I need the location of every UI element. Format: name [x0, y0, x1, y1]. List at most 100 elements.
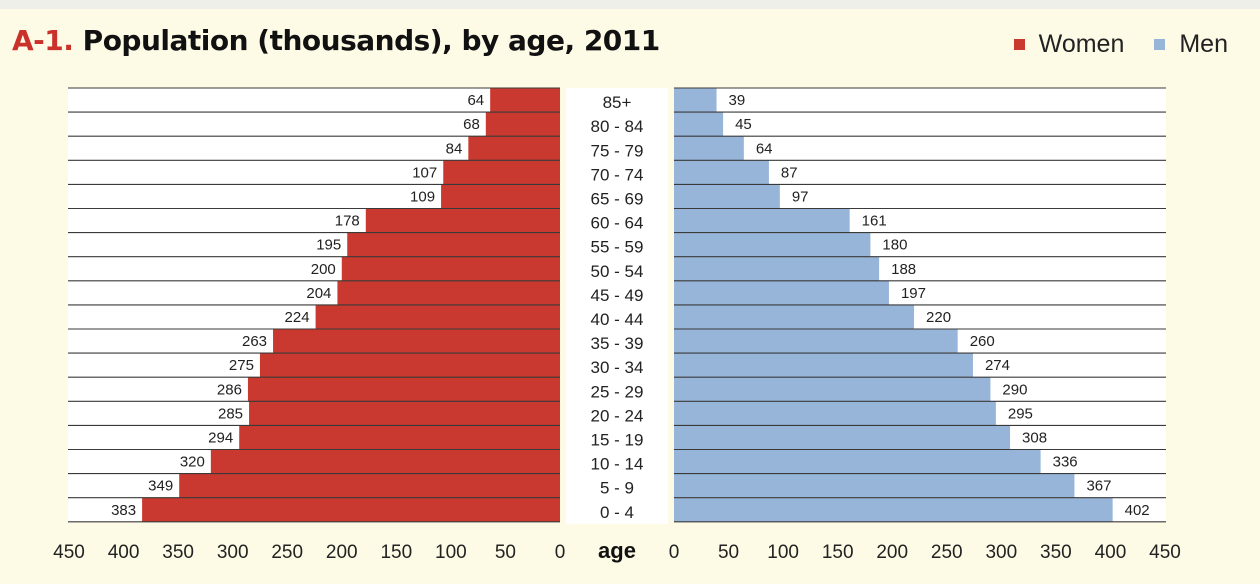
bar-women	[273, 329, 560, 354]
bar-men	[674, 425, 1011, 450]
legend-label-men: Men	[1179, 30, 1228, 58]
value-label-men: 336	[1053, 454, 1078, 471]
row-band-left	[68, 88, 560, 113]
bar-men	[674, 401, 996, 426]
value-label-women: 68	[463, 116, 480, 133]
x-tick-label-left: 50	[495, 542, 516, 563]
value-label-women: 275	[229, 357, 254, 374]
chart-title: A-1. Population (thousands), by age, 201…	[12, 24, 660, 57]
value-label-men: 290	[1002, 381, 1027, 398]
value-label-men: 87	[781, 164, 798, 181]
age-group-label: 25 - 29	[591, 382, 644, 401]
value-label-men: 64	[756, 140, 773, 157]
age-group-label: 20 - 24	[591, 406, 644, 425]
x-tick-label-right: 200	[876, 542, 908, 563]
value-label-men: 180	[882, 237, 907, 254]
value-label-men: 260	[970, 333, 995, 350]
value-label-women: 64	[467, 92, 484, 109]
x-tick-label-right: 250	[931, 542, 963, 563]
bar-men	[674, 280, 889, 305]
bar-women	[210, 449, 560, 474]
age-label-column	[566, 88, 668, 524]
legend-label-women: Women	[1038, 30, 1125, 58]
value-label-men: 161	[862, 213, 887, 230]
value-label-women: 109	[410, 189, 435, 206]
age-group-label: 75 - 79	[591, 141, 644, 160]
bar-women	[347, 232, 560, 257]
bar-women	[441, 184, 560, 209]
x-tick-label-left: 300	[217, 542, 249, 563]
bar-men	[674, 473, 1075, 498]
legend-item-men: Men	[1154, 30, 1228, 59]
value-label-men: 39	[729, 92, 746, 109]
value-label-women: 178	[335, 213, 360, 230]
bar-men	[674, 353, 973, 378]
value-label-men: 188	[891, 261, 916, 278]
bar-women	[443, 160, 560, 185]
bar-men	[674, 160, 769, 185]
bar-women	[179, 473, 561, 498]
age-group-label: 5 - 9	[600, 479, 634, 498]
value-label-women: 204	[306, 285, 331, 302]
chart-title-text: Population (thousands), by age, 2011	[82, 24, 661, 57]
age-group-label: 15 - 19	[591, 431, 644, 450]
age-group-label: 65 - 69	[591, 190, 644, 209]
age-group-label: 35 - 39	[591, 334, 644, 353]
value-label-women: 263	[242, 333, 267, 350]
bar-men	[674, 329, 958, 354]
bar-women	[337, 280, 560, 305]
bar-women	[142, 497, 561, 522]
value-label-men: 308	[1022, 430, 1047, 447]
bar-men	[674, 208, 850, 233]
value-label-women: 224	[285, 309, 310, 326]
legend: Women Men	[1013, 30, 1228, 59]
bar-women	[341, 256, 560, 281]
x-tick-label-left: 350	[162, 542, 194, 563]
bar-men	[674, 136, 744, 161]
bar-men	[674, 304, 915, 329]
x-tick-label-right: 50	[718, 542, 739, 563]
x-tick-label-left: 450	[53, 542, 85, 563]
bar-women	[249, 401, 561, 426]
value-label-men: 367	[1086, 478, 1111, 495]
legend-swatch-women	[1013, 39, 1025, 50]
age-group-label: 45 - 49	[591, 286, 644, 305]
bar-men	[674, 184, 780, 209]
bar-women	[485, 112, 560, 137]
row-band-left	[68, 112, 560, 137]
value-label-women: 285	[218, 405, 243, 422]
value-label-women: 320	[180, 454, 205, 471]
bar-men	[674, 112, 724, 137]
bar-men	[674, 88, 717, 113]
bar-women	[365, 208, 560, 233]
age-group-label: 40 - 44	[591, 310, 644, 329]
value-label-men: 274	[985, 357, 1010, 374]
bar-women	[490, 88, 560, 113]
value-label-men: 402	[1125, 502, 1150, 519]
bar-women	[468, 136, 560, 161]
x-tick-label-left: 0	[555, 542, 566, 563]
value-label-women: 107	[412, 164, 437, 181]
bar-women	[247, 377, 561, 402]
top-strip	[0, 0, 1260, 9]
value-label-men: 97	[792, 189, 809, 206]
age-group-label: 60 - 64	[591, 214, 644, 233]
age-group-label: 55 - 59	[591, 238, 644, 257]
value-label-men: 45	[735, 116, 752, 133]
legend-item-women: Women	[1013, 30, 1125, 59]
x-tick-label-left: 200	[326, 542, 358, 563]
bar-men	[674, 232, 871, 257]
row-band-right	[674, 136, 1166, 161]
value-label-women: 286	[217, 381, 242, 398]
x-tick-label-left: 150	[380, 542, 412, 563]
value-label-men: 295	[1008, 405, 1033, 422]
x-tick-label-right: 350	[1040, 542, 1072, 563]
legend-swatch-men	[1154, 39, 1166, 50]
age-group-label: 50 - 54	[591, 262, 644, 281]
value-label-women: 195	[316, 237, 341, 254]
row-band-right	[674, 88, 1166, 113]
x-tick-label-right: 400	[1095, 542, 1127, 563]
value-label-women: 383	[111, 502, 136, 519]
value-label-women: 294	[208, 430, 233, 447]
